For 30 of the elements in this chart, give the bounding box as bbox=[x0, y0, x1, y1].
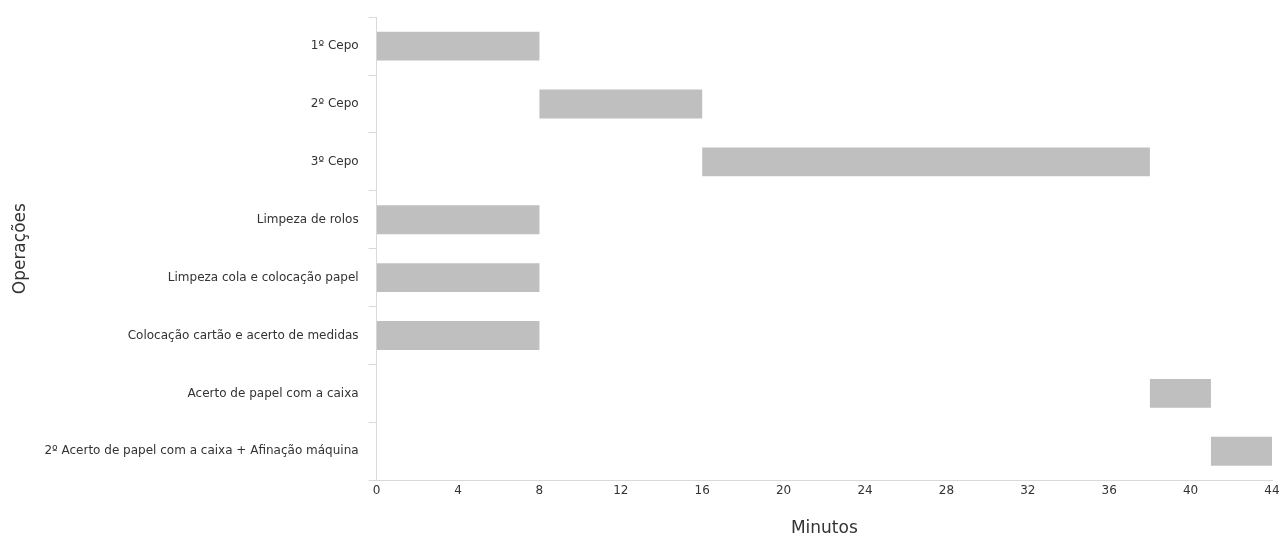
x-tick-label: 16 bbox=[694, 482, 710, 497]
bar bbox=[376, 31, 540, 61]
x-tick-label: 24 bbox=[857, 482, 873, 497]
x-tick-label: 4 bbox=[454, 482, 462, 497]
y-tick-label: Limpeza cola e colocação papel bbox=[167, 269, 359, 284]
bar bbox=[1149, 378, 1211, 408]
y-tick-label: Colocação cartão e acerto de medidas bbox=[127, 327, 359, 342]
x-tick-label: 12 bbox=[613, 482, 629, 497]
x-tick-label: 28 bbox=[938, 482, 955, 497]
x-tick-label: 8 bbox=[535, 482, 544, 497]
y-tick-label: 2º Acerto de papel com a caixa + Afinação máquina bbox=[44, 443, 359, 458]
x-tick-label: 32 bbox=[1020, 482, 1036, 497]
bar bbox=[1210, 436, 1272, 466]
bar bbox=[376, 321, 540, 350]
x-tick-label: 40 bbox=[1182, 482, 1199, 497]
y-axis-title: Operações bbox=[8, 203, 29, 295]
bar bbox=[702, 147, 1150, 177]
x-tick-label: 36 bbox=[1101, 482, 1117, 497]
y-tick-label: 2º Cepo bbox=[310, 96, 359, 111]
x-tick-label: 0 bbox=[372, 482, 381, 497]
x-tick-label: 44 bbox=[1264, 482, 1280, 497]
x-axis-title: Minutos bbox=[790, 517, 858, 538]
y-tick-label: 1º Cepo bbox=[310, 38, 359, 53]
bar bbox=[539, 89, 703, 119]
y-tick-label: 3º Cepo bbox=[310, 154, 359, 169]
y-tick-label: Limpeza de rolos bbox=[256, 211, 359, 226]
bar bbox=[376, 205, 540, 235]
bar bbox=[376, 263, 540, 293]
y-tick-label: Acerto de papel com a caixa bbox=[187, 385, 359, 400]
x-tick-label: 20 bbox=[775, 482, 792, 497]
